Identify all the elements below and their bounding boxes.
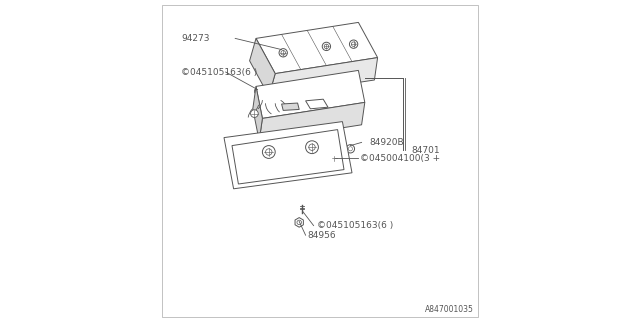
- Polygon shape: [306, 99, 328, 109]
- FancyArrowPatch shape: [258, 100, 262, 109]
- Text: A847001035: A847001035: [425, 305, 474, 314]
- Text: 84956: 84956: [307, 231, 336, 240]
- Circle shape: [322, 42, 331, 51]
- Polygon shape: [256, 70, 365, 118]
- Circle shape: [306, 141, 319, 154]
- Text: ©045004100(3 +: ©045004100(3 +: [360, 154, 440, 163]
- Circle shape: [250, 110, 258, 117]
- Text: ©045105163(6 ): ©045105163(6 ): [181, 68, 257, 76]
- Polygon shape: [295, 218, 303, 227]
- Polygon shape: [224, 122, 352, 189]
- Text: 84701: 84701: [412, 146, 440, 155]
- Polygon shape: [256, 22, 378, 74]
- Polygon shape: [259, 102, 365, 141]
- Polygon shape: [253, 86, 262, 141]
- Circle shape: [279, 49, 287, 57]
- FancyArrowPatch shape: [281, 100, 287, 106]
- Circle shape: [262, 146, 275, 158]
- Text: 94273: 94273: [181, 34, 210, 43]
- Circle shape: [255, 88, 261, 94]
- FancyArrowPatch shape: [248, 109, 252, 117]
- Polygon shape: [250, 38, 275, 96]
- Polygon shape: [282, 103, 300, 110]
- Circle shape: [332, 155, 338, 162]
- Text: ©045105163(6 ): ©045105163(6 ): [317, 221, 393, 230]
- Circle shape: [349, 40, 358, 48]
- FancyArrowPatch shape: [253, 105, 259, 113]
- Polygon shape: [269, 58, 378, 96]
- Text: 84920B: 84920B: [370, 138, 404, 147]
- Circle shape: [346, 145, 355, 153]
- FancyArrowPatch shape: [266, 104, 271, 114]
- FancyArrowPatch shape: [275, 104, 280, 112]
